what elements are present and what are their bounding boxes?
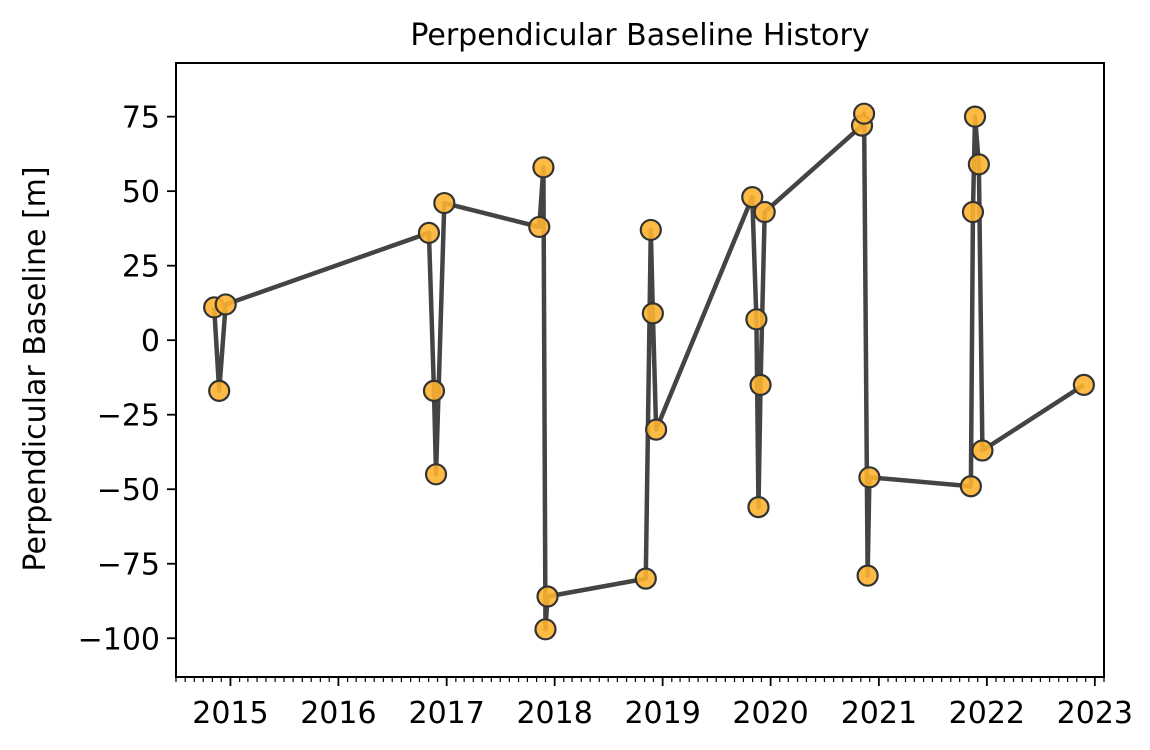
data-point <box>852 102 876 125</box>
chart-title: Perpendicular Baseline History <box>410 18 869 53</box>
y-tick-label: 75 <box>122 101 160 136</box>
x-tick-label: 2019 <box>624 696 700 731</box>
x-tick-label: 2020 <box>732 696 808 731</box>
data-point <box>971 439 994 462</box>
data-point <box>753 200 776 224</box>
y-tick-label: −100 <box>78 622 160 657</box>
data-point <box>747 496 770 519</box>
data-point <box>208 379 231 402</box>
y-axis: 75 50 25 0 −25 −50 −75 −100 <box>78 101 176 657</box>
data-point <box>856 564 879 587</box>
data-point <box>967 153 990 176</box>
data-point <box>963 105 987 128</box>
x-tick-label: 2015 <box>192 696 268 731</box>
x-tick-label: 2017 <box>408 696 484 731</box>
data-point <box>417 221 441 244</box>
x-tick-label: 2016 <box>300 696 376 731</box>
x-tick-label: 2018 <box>516 696 592 731</box>
x-tick-label: 2023 <box>1057 696 1133 731</box>
data-point <box>214 293 237 316</box>
y-tick-label: −50 <box>97 473 160 508</box>
data-point <box>536 585 559 608</box>
data-point <box>858 466 881 489</box>
data-point <box>534 618 557 641</box>
data-point <box>1072 373 1095 397</box>
data-point <box>639 218 662 242</box>
y-axis-label: Perpendicular Baseline [m] <box>18 166 53 571</box>
plot-frame <box>175 62 1105 678</box>
y-tick-label: −75 <box>97 548 160 583</box>
data-point <box>532 156 555 179</box>
y-tick-label: −25 <box>97 399 160 434</box>
data-point <box>424 463 448 486</box>
data-point <box>433 191 456 215</box>
data-point <box>749 373 772 397</box>
baseline-series-line <box>211 111 1086 632</box>
data-point <box>745 308 768 331</box>
y-tick-label: 50 <box>122 175 160 210</box>
y-tick-label: 25 <box>122 250 160 285</box>
data-point <box>422 379 446 402</box>
plot-area <box>203 102 1095 641</box>
data-point <box>634 567 657 590</box>
data-point <box>645 418 668 441</box>
x-tick-label: 2021 <box>841 696 917 731</box>
x-axis: 2015 2016 2017 2018 2019 2020 2021 2022 2023 <box>175 677 1133 731</box>
data-point <box>641 302 664 325</box>
data-point <box>961 200 985 224</box>
data-point <box>528 215 551 239</box>
data-point <box>959 475 982 498</box>
x-tick-label: 2022 <box>949 696 1025 731</box>
data-point <box>741 186 764 209</box>
y-tick-label: 0 <box>141 324 160 359</box>
